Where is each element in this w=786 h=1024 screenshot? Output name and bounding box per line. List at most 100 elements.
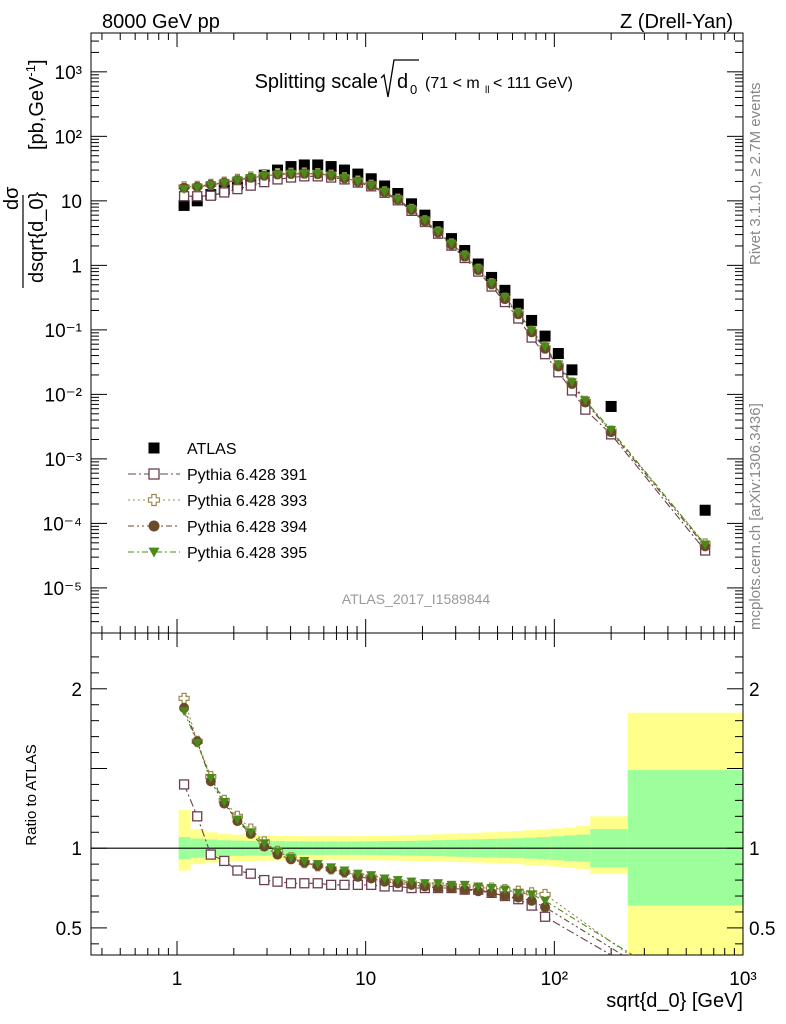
data-point [526, 314, 538, 326]
plot-title-symbol-sub: 0 [410, 82, 417, 97]
y-tick-label: 10 [61, 192, 82, 213]
data-point [699, 504, 711, 516]
data-point [392, 876, 403, 886]
data-point [513, 888, 524, 898]
data-point [192, 183, 203, 193]
data-point [379, 180, 391, 192]
data-point [245, 828, 256, 838]
data-point [539, 911, 551, 922]
data-point [205, 849, 216, 860]
data-point [325, 161, 337, 173]
data-point [339, 879, 350, 891]
data-point [499, 284, 511, 296]
data-point [392, 195, 403, 205]
data-point [352, 869, 363, 879]
series-line [184, 172, 706, 545]
data-point [606, 426, 617, 436]
data-point [325, 879, 337, 891]
data-point [326, 171, 337, 181]
data-point [352, 177, 363, 187]
data-point [446, 880, 457, 890]
y-label-ratio: Ratio to ATLAS [23, 744, 40, 845]
main-plot: 10⁻⁵ 10⁻⁴ 10⁻³ 10⁻² 10⁻¹ 1 10 10² 10³ [43, 32, 744, 634]
plot-title-main: Splitting scale [255, 71, 378, 93]
data-point [338, 164, 350, 176]
data-point [205, 181, 216, 191]
data-point [205, 774, 216, 784]
legend-label: Pythia 6.428 395 [187, 545, 307, 562]
data-point [272, 170, 283, 180]
main-frame [90, 32, 744, 634]
x-tick-label: 1 [172, 969, 183, 990]
y-tick-label-right: 0.5 [749, 919, 775, 940]
data-point [232, 176, 243, 186]
legend-label: Pythia 6.428 394 [187, 519, 307, 536]
data-point [312, 878, 323, 889]
data-point [379, 187, 390, 197]
data-point [205, 190, 216, 201]
data-point [526, 326, 537, 336]
series-line [184, 173, 706, 547]
data-point [700, 540, 711, 550]
sqrt-sign [380, 59, 419, 98]
legend-label: Pythia 6.428 393 [187, 493, 307, 510]
x-tick-label: 10 [355, 969, 376, 990]
header-right: Z (Drell-Yan) [620, 11, 733, 33]
data-point [526, 895, 537, 906]
legend-label: Pythia 6.428 391 [187, 467, 307, 484]
y-tick-label: 10³ [55, 63, 82, 84]
y-tick-label: 10⁻³ [45, 450, 83, 471]
side-label-rivet: Rivet 3.1.10, ≥ 2.7M events [747, 83, 764, 266]
data-point [245, 868, 256, 879]
data-point [312, 169, 323, 179]
data-point [473, 882, 484, 892]
data-point [192, 738, 203, 748]
data-point [540, 896, 551, 906]
data-point [219, 797, 230, 807]
y-label-main: dσ dsqrt{d_0} [pb,GeV-1] [1, 59, 48, 288]
plot-title: Splitting scale d 0 (71 < m ll < 111 GeV… [255, 59, 573, 98]
data-point [339, 174, 350, 184]
data-point [566, 378, 577, 388]
data-point [419, 216, 430, 226]
data-point [539, 330, 551, 342]
data-point [286, 169, 297, 179]
y-label-denominator: dsqrt{d_0} [26, 191, 48, 283]
data-point [512, 298, 524, 310]
data-point [419, 209, 431, 221]
series-line [184, 173, 706, 545]
data-point [245, 174, 256, 184]
y-tick-label: 10⁻² [45, 385, 83, 406]
data-point [179, 185, 190, 195]
data-point [326, 863, 337, 873]
data-point [219, 855, 230, 867]
data-point [580, 396, 591, 406]
data-point [148, 547, 160, 558]
data-point [259, 171, 270, 181]
data-point [312, 159, 324, 171]
data-point [553, 360, 564, 370]
y-label-numerator: dσ [1, 186, 23, 210]
data-point [192, 191, 203, 202]
data-point [299, 169, 310, 179]
side-label-mcplots: mcplots.cern.ch [arXiv:1306.3436] [747, 403, 764, 630]
plot-title-range-a: (71 < m [425, 75, 480, 92]
data-point [486, 884, 497, 894]
data-point [473, 264, 484, 274]
y-tick-label: 1 [71, 839, 82, 860]
data-point [286, 853, 297, 863]
data-point [540, 902, 551, 913]
data-point [299, 878, 310, 889]
y-label-units: [pb,GeV-1] [23, 59, 48, 150]
data-point [148, 442, 160, 454]
ratio-frame [90, 632, 744, 956]
data-point [552, 348, 564, 360]
y-tick-label: 1 [71, 256, 82, 277]
y-tick-label: 10⁻⁵ [43, 579, 82, 600]
y-tick-label: 10⁻¹ [45, 321, 83, 342]
data-point [406, 877, 417, 887]
data-point [433, 879, 444, 889]
data-point [513, 308, 524, 318]
data-point [148, 520, 160, 532]
